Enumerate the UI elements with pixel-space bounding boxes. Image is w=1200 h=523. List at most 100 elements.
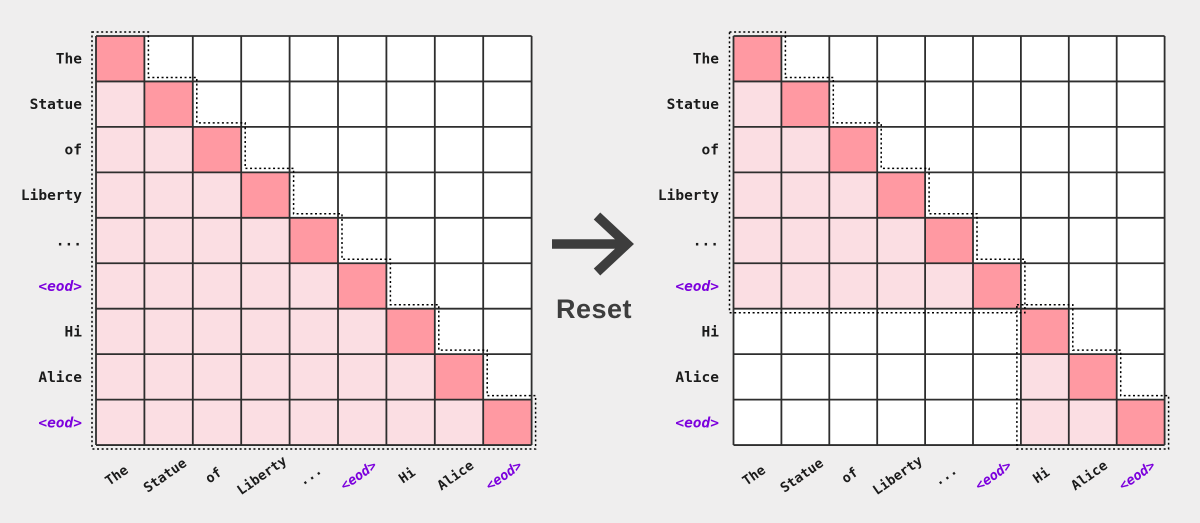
mask-cell (925, 263, 973, 309)
row-label: Statue (667, 97, 720, 113)
mask-cell (241, 354, 290, 400)
mask-cell (973, 263, 1021, 309)
mask-cell (781, 217, 830, 264)
mask-cell (96, 172, 145, 218)
mask-cell (338, 399, 387, 446)
mask-cell (434, 399, 484, 446)
mask-cell (96, 308, 145, 355)
row-label: Liberty (658, 188, 719, 204)
mask-cell (781, 172, 830, 218)
mask-cell (241, 308, 290, 355)
mask-cell (1020, 308, 1069, 355)
col-label: of (839, 465, 862, 487)
mask-cell (877, 217, 926, 264)
mask-cell (241, 172, 290, 218)
mask-cell (781, 263, 830, 309)
row-label: Alice (38, 370, 82, 386)
mask-cell (1068, 354, 1117, 400)
row-label: Hi (702, 324, 720, 340)
mask-cell (289, 308, 338, 355)
reset-attention-mask: TheStatueofLiberty...<eod>HiAlice<eod>Th… (658, 31, 1170, 499)
row-label: The (693, 52, 719, 68)
mask-cell (241, 263, 290, 309)
row-label: Hi (65, 324, 83, 340)
col-label: <eod> (338, 458, 380, 494)
reset-transition: Reset (546, 206, 642, 325)
mask-cell (483, 399, 532, 446)
mask-cell (289, 399, 338, 446)
mask-cell (96, 81, 145, 127)
col-label: Alice (1068, 458, 1110, 494)
col-label: Hi (396, 465, 419, 487)
col-label: Alice (434, 458, 476, 494)
mask-cell (338, 263, 387, 309)
mask-cell (434, 354, 484, 400)
mask-cell (829, 217, 878, 264)
mask-cell (144, 263, 193, 309)
col-label: The (740, 462, 769, 489)
mask-cell (289, 354, 338, 400)
col-label: <eod> (972, 458, 1014, 494)
mask-cell (96, 354, 145, 400)
mask-cell (144, 308, 193, 355)
row-label: of (65, 143, 82, 159)
mask-segment-outline (728, 31, 1026, 314)
mask-cell (1020, 399, 1069, 446)
mask-cell (96, 126, 145, 173)
mask-cell (733, 263, 782, 309)
row-label: <eod> (38, 415, 82, 431)
mask-cell (1116, 399, 1165, 446)
mask-cell (241, 399, 290, 446)
mask-cell (1068, 399, 1117, 446)
row-label: Statue (30, 97, 83, 113)
mask-cell (192, 354, 242, 400)
mask-cell (733, 217, 782, 264)
mask-cell (192, 308, 242, 355)
col-label: Liberty (234, 453, 290, 499)
mask-cell (144, 354, 193, 400)
mask-cell (192, 172, 242, 218)
mask-cell (829, 126, 878, 173)
row-label: of (702, 143, 719, 159)
row-label: Alice (675, 370, 719, 386)
mask-cell (877, 263, 926, 309)
mask-cell (144, 399, 193, 446)
col-label: Hi (1030, 465, 1053, 487)
row-label: <eod> (38, 279, 82, 295)
mask-cell (96, 263, 145, 309)
mask-cell (241, 217, 290, 264)
mask-cell (289, 217, 338, 264)
mask-cell (192, 399, 242, 446)
col-label: ... (296, 462, 325, 489)
col-label: The (102, 462, 131, 489)
row-label: Liberty (21, 188, 82, 204)
right-arrow-icon (552, 212, 634, 276)
mask-cell (96, 399, 145, 446)
mask-cell (781, 81, 830, 127)
mask-cell (144, 126, 193, 173)
row-label: ... (693, 234, 719, 250)
mask-cell (733, 81, 782, 127)
col-label: <eod> (483, 458, 525, 494)
mask-cell (829, 263, 878, 309)
causal-attention-mask: TheStatueofLiberty...<eod>HiAlice<eod>Th… (21, 31, 537, 499)
mask-cell (192, 217, 242, 264)
mask-cell (877, 172, 926, 218)
mask-cell (289, 263, 338, 309)
row-label: ... (56, 234, 82, 250)
col-label: <eod> (1116, 458, 1158, 494)
mask-cell (144, 217, 193, 264)
mask-cell (192, 263, 242, 309)
col-label: Statue (777, 455, 826, 496)
mask-cell (192, 126, 242, 173)
col-label: of (202, 465, 225, 487)
row-label: The (56, 52, 82, 68)
mask-cell (733, 126, 782, 173)
mask-cell (386, 308, 435, 355)
mask-cell (733, 172, 782, 218)
col-label: Statue (141, 455, 190, 496)
mask-cell (781, 126, 830, 173)
row-label: <eod> (675, 279, 719, 295)
